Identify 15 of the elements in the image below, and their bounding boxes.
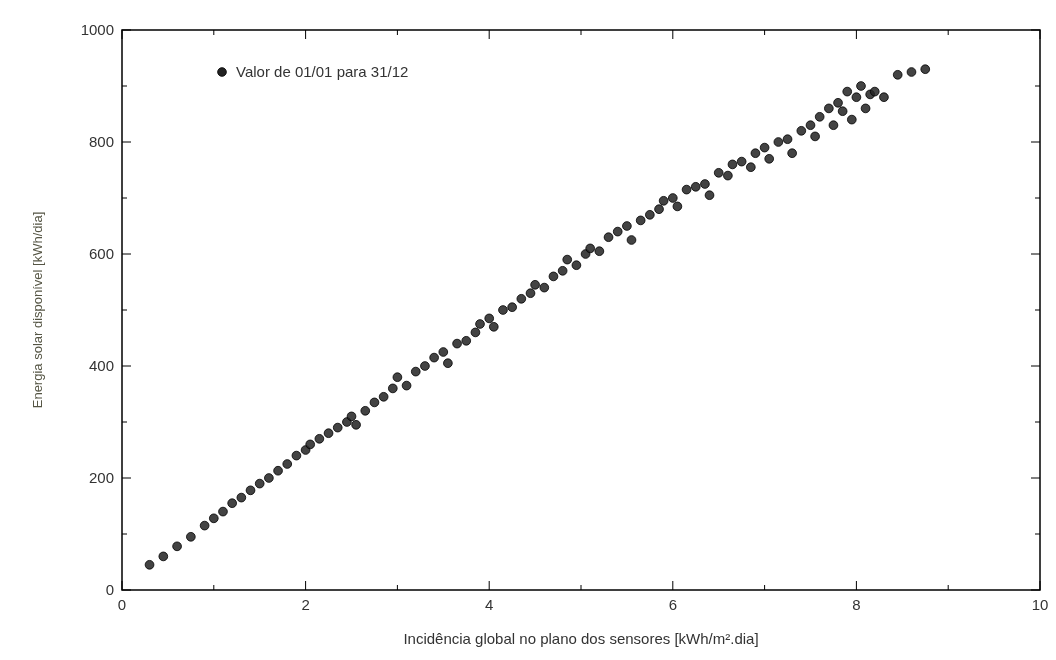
x-tick-label: 10: [1031, 596, 1049, 613]
x-tick-label: 4: [485, 596, 494, 613]
y-axis-title: Energia solar disponível [kWh/dia]: [30, 211, 45, 409]
x-axis-title: Incidência global no plano dos sensores [kWh/m².dia]: [403, 630, 759, 647]
x-tick-label: 8: [852, 596, 861, 613]
y-tick-label: 400: [88, 357, 114, 374]
x-tick-label: 0: [117, 596, 127, 613]
y-tick-label: 0: [105, 581, 114, 598]
y-tick-label: 200: [88, 469, 114, 486]
x-tick-label: 2: [301, 596, 310, 613]
legend-label: Valor de 01/01 para 31/12: [236, 63, 409, 80]
y-tick-label: 1000: [80, 21, 114, 38]
x-tick-label: 6: [668, 596, 677, 613]
y-tick-label: 800: [88, 133, 114, 150]
y-tick-label: 600: [88, 245, 114, 262]
